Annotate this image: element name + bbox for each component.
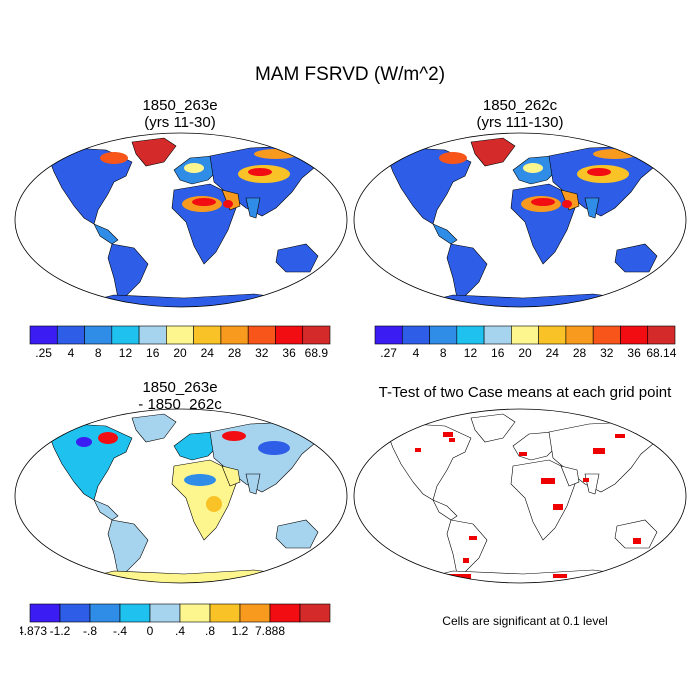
colorbar-label: 1.2 — [232, 624, 249, 638]
colorbar-box — [29, 603, 61, 623]
panel-title-case2: 1850_262c (yrs 111-130) — [410, 97, 630, 131]
colorbar-box — [59, 603, 91, 623]
colorbar-box — [56, 325, 85, 345]
colorbar-box — [193, 325, 222, 345]
colorbar-label: -4.873 — [20, 624, 47, 638]
colorbar-box — [111, 325, 140, 345]
colorbar-label: 28 — [573, 346, 587, 360]
colorbar-label: 12 — [464, 346, 478, 360]
colorbar-label: 16 — [146, 346, 160, 360]
panel-title-case2-line1: 1850_262c — [482, 97, 558, 114]
colorbar-label: .25 — [35, 346, 52, 360]
map-ttest — [353, 408, 687, 584]
colorbar-box — [511, 325, 539, 345]
colorbar-box — [456, 325, 485, 345]
colorbar-box — [138, 325, 167, 345]
colorbar-difference: -4.873-1.2 -.8 -.4 0 .4 .8 1.2 7.888 — [20, 603, 331, 638]
colorbar-box — [209, 603, 241, 623]
colorbar-box — [29, 325, 58, 345]
panel-title-ttest-line1: T-Test of two Case means at each grid po… — [378, 384, 672, 401]
colorbar-label: -1.2 — [50, 624, 71, 638]
colorbar-label: 32 — [600, 346, 614, 360]
colorbar-label: 68.9 — [305, 346, 329, 360]
main-title: MAM FSRVD (W/m^2) — [254, 64, 446, 85]
panel-title-case1-line1: 1850_263e — [142, 97, 218, 114]
colorbar-box — [565, 325, 594, 345]
colorbar-box — [401, 325, 430, 345]
colorbar-box — [538, 325, 567, 345]
colorbar-label: 28 — [228, 346, 242, 360]
colorbar-label: 24 — [201, 346, 215, 360]
colorbar-label: 8 — [95, 346, 102, 360]
panel-title-case2-line2: (yrs 111-130) — [476, 114, 564, 131]
colorbar-label: .27 — [380, 346, 397, 360]
colorbar-label: 20 — [518, 346, 532, 360]
colorbar-box — [84, 325, 113, 345]
colorbar-box — [302, 325, 331, 345]
colorbar-label: 32 — [255, 346, 269, 360]
colorbar-box — [89, 603, 121, 623]
colorbar-box — [647, 325, 676, 345]
colorbar-label: 0 — [147, 624, 154, 638]
panel-title-difference: 1850_263e - 1850_262c — [70, 379, 290, 413]
colorbar-label: 7.888 — [255, 624, 285, 638]
colorbar-box — [269, 603, 301, 623]
panel-title-difference-line2: - 1850_262c — [138, 396, 222, 413]
colorbar-box — [119, 603, 151, 623]
colorbar-label: 36 — [627, 346, 641, 360]
colorbar-box — [149, 603, 181, 623]
panel-title-case1-line2: (yrs 11-30) — [144, 114, 216, 131]
colorbar-case1: .25 4 8 12 16 20 24 28 32 36 68.9 — [29, 325, 331, 360]
colorbar-box — [239, 603, 271, 623]
colorbar-box — [429, 325, 458, 345]
panel-title-difference-line1: 1850_263e — [142, 379, 218, 396]
colorbar-box — [247, 325, 276, 345]
colorbar-box — [374, 325, 403, 345]
panel-title-ttest: T-Test of two Case means at each grid po… — [355, 384, 695, 401]
colorbar-label: 20 — [173, 346, 187, 360]
colorbar-box — [275, 325, 304, 345]
significance-footnote: Cells are significant at 0.1 level — [442, 614, 608, 628]
colorbar-box — [592, 325, 621, 345]
colorbar-box — [220, 325, 249, 345]
colorbar-label: 12 — [119, 346, 133, 360]
map-case2 — [353, 132, 687, 308]
colorbar-label: 16 — [491, 346, 505, 360]
colorbar-label: 68.14 — [646, 346, 676, 360]
colorbar-box — [166, 325, 194, 345]
colorbar-box — [299, 603, 331, 623]
colorbar-label: 8 — [440, 346, 447, 360]
colorbar-label: 4 — [68, 346, 75, 360]
colorbar-label: 4 — [413, 346, 420, 360]
colorbar-box — [179, 603, 211, 623]
colorbar-label: .4 — [175, 624, 185, 638]
colorbar-label: 36 — [282, 346, 296, 360]
panel-title-case1: 1850_263e (yrs 11-30) — [70, 97, 290, 131]
colorbar-label: -.4 — [113, 624, 127, 638]
colorbar-box — [483, 325, 512, 345]
colorbar-label: 24 — [546, 346, 560, 360]
map-difference — [14, 408, 348, 584]
colorbar-label: -.8 — [83, 624, 97, 638]
map-case1 — [14, 132, 348, 308]
colorbar-case2: .27 4 8 12 16 20 24 28 32 36 68.14 — [374, 325, 677, 360]
colorbar-box — [620, 325, 649, 345]
colorbar-label: .8 — [205, 624, 215, 638]
